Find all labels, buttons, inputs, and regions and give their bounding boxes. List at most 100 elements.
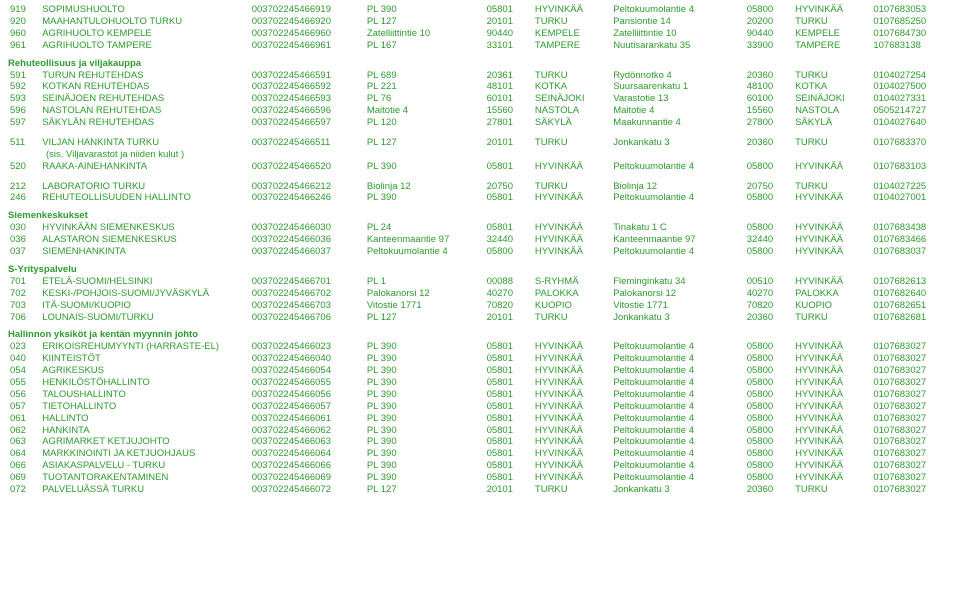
table-cell: 003702245466063 [250, 436, 365, 448]
table-cell: HYVINKÄÄ [533, 460, 611, 472]
table-cell: Jonkankatu 3 [611, 137, 745, 149]
table-cell: 003702245466591 [250, 70, 365, 82]
table-row: 023ERIKOISREHUMYYNTI (HARRASTE-EL)003702… [8, 341, 952, 353]
table-cell: Peltokuumolantie 4 [611, 4, 745, 16]
table-cell: 036 [8, 234, 40, 246]
row-note: (sis. Viljavarastot ja niiden kulut ) [46, 149, 184, 160]
table-cell: Varastotie 13 [611, 93, 745, 105]
table-cell: PL 221 [365, 81, 485, 93]
table-cell: VILJAN HANKINTA TURKU [40, 137, 250, 149]
table-cell: Peltokuumolantie 4 [611, 246, 745, 258]
table-cell: ALASTARON SIEMENKESKUS [40, 234, 250, 246]
table-cell: 20360 [745, 70, 793, 82]
table-cell: PL 127 [365, 484, 485, 496]
table-cell: 20200 [745, 16, 793, 28]
table-row: 520RAAKA-AINEHANKINTA003702245466520PL 3… [8, 161, 952, 173]
table-cell: 0104027001 [871, 192, 952, 204]
table-cell: ASIAKASPALVELU - TURKU [40, 460, 250, 472]
table-cell: HYVINKÄÄ [793, 222, 871, 234]
table-cell: TURKU [793, 181, 871, 193]
table-cell: 05800 [745, 377, 793, 389]
table-cell: 70820 [745, 300, 793, 312]
table-cell: 05800 [745, 4, 793, 16]
table-cell: Peltokuumolantie 4 [611, 436, 745, 448]
table-cell: Peltokuumolantie 4 [611, 192, 745, 204]
table-cell: 05801 [485, 341, 533, 353]
table-cell: KUOPIO [793, 300, 871, 312]
table-cell: SÄKYLÄN REHUTEHDAS [40, 117, 250, 129]
table-cell: 960 [8, 28, 40, 40]
table-cell: PL 390 [365, 365, 485, 377]
table-cell: 040 [8, 353, 40, 365]
table-cell: HYVINKÄÄ [533, 353, 611, 365]
table-cell: 20360 [745, 312, 793, 324]
table-cell: SEINÄJOKI [533, 93, 611, 105]
table-cell: REHUTEOLLISUUDEN HALLINTO [40, 192, 250, 204]
table-cell: TURKU [793, 70, 871, 82]
table-cell: 0104027254 [871, 70, 952, 82]
table-cell: 003702245466064 [250, 448, 365, 460]
table-cell: 05801 [485, 448, 533, 460]
table-cell: AGRIMARKET KETJUJOHTO [40, 436, 250, 448]
table-cell: TURKU [533, 137, 611, 149]
section-title: Rehuteollisuus ja viljakauppa [8, 58, 952, 69]
table-cell: AGRIHUOLTO TAMPERE [40, 40, 250, 52]
table-cell: TURKU [533, 312, 611, 324]
table-cell: Peltokuumolantie 4 [611, 365, 745, 377]
table-cell: 90440 [485, 28, 533, 40]
table-cell: 003702245466246 [250, 192, 365, 204]
table-cell: KIINTEISTÖT [40, 353, 250, 365]
table-cell: HYVINKÄÄ [533, 448, 611, 460]
table-cell: PL 390 [365, 472, 485, 484]
table-cell: Pansiontie 14 [611, 16, 745, 28]
table-cell: 057 [8, 401, 40, 413]
table-cell: 20361 [485, 70, 533, 82]
table-cell: 05801 [485, 192, 533, 204]
table-row: 591TURUN REHUTEHDAS003702245466591PL 689… [8, 70, 952, 82]
table-row: 057TIETOHALLINTO003702245466057PL 390058… [8, 401, 952, 413]
table-cell: 05800 [745, 222, 793, 234]
table-cell: 0104027331 [871, 93, 952, 105]
table-cell: Rydönnotko 4 [611, 70, 745, 82]
table-cell: 0107683370 [871, 137, 952, 149]
table-row: 063AGRIMARKET KETJUJOHTO003702245466063P… [8, 436, 952, 448]
table-cell: 00510 [745, 276, 793, 288]
table-cell: 593 [8, 93, 40, 105]
table-cell: 066 [8, 460, 40, 472]
table-cell: Biolinja 12 [365, 181, 485, 193]
table-cell: 05801 [485, 460, 533, 472]
table-cell: 32440 [745, 234, 793, 246]
table-cell: KESKI-/POHJOIS-SUOMI/JYVÄSKYLÄ [40, 288, 250, 300]
table-cell: 0107683037 [871, 246, 952, 258]
table-cell: PL 127 [365, 312, 485, 324]
table-cell: 05801 [485, 436, 533, 448]
table-cell: HYVINKÄÄ [793, 353, 871, 365]
table-cell: 037 [8, 246, 40, 258]
table-cell: HYVINKÄÄ [533, 436, 611, 448]
table-cell: ERIKOISREHUMYYNTI (HARRASTE-EL) [40, 341, 250, 353]
table-cell: TUOTANTORAKENTAMINEN [40, 472, 250, 484]
table-cell: 054 [8, 365, 40, 377]
table-cell: HYVINKÄÄ [533, 365, 611, 377]
table-cell: 00088 [485, 276, 533, 288]
table-cell: 023 [8, 341, 40, 353]
table-cell: PL 390 [365, 448, 485, 460]
table-cell: 20101 [485, 312, 533, 324]
table-cell: 40270 [485, 288, 533, 300]
table-row: 596NASTOLAN REHUTEHDAS003702245466596Mai… [8, 105, 952, 117]
content-area: 919SOPIMUSHUOLTO003702245466919PL 390058… [8, 4, 952, 496]
table-cell: 003702245466703 [250, 300, 365, 312]
table-cell: 003702245466069 [250, 472, 365, 484]
table-cell: PL 689 [365, 70, 485, 82]
data-table: 701ETELÄ-SUOMI/HELSINKI003702245466701PL… [8, 276, 952, 324]
table-cell: 0107685250 [871, 16, 952, 28]
table-cell: 003702245466597 [250, 117, 365, 129]
data-table: 591TURUN REHUTEHDAS003702245466591PL 689… [8, 70, 952, 129]
table-cell: 60101 [485, 93, 533, 105]
table-cell: PL 390 [365, 401, 485, 413]
table-row: 919SOPIMUSHUOLTO003702245466919PL 390058… [8, 4, 952, 16]
table-cell: PALOKKA [793, 288, 871, 300]
table-cell: 05800 [745, 365, 793, 377]
table-cell: 70820 [485, 300, 533, 312]
table-cell: 0107683027 [871, 401, 952, 413]
